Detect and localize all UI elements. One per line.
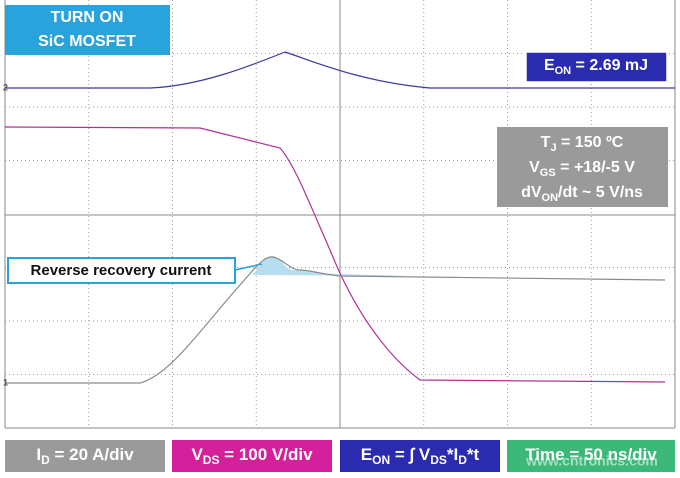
annotation-label: Reverse recovery current	[31, 262, 212, 279]
annotation-box	[7, 257, 236, 284]
current-trace	[5, 256, 666, 384]
footer-label: EON = ∫ VDS*ID*t	[361, 445, 480, 467]
subscript: GS	[540, 167, 556, 179]
subscript: DS	[203, 453, 220, 467]
text-part: E	[544, 57, 555, 74]
text-part: = 100 V/div	[219, 445, 313, 464]
subscript: D	[41, 453, 50, 467]
subscript: ON	[542, 192, 559, 204]
text-part: V	[529, 159, 540, 176]
condition-line: TJ = 150 ºC	[541, 134, 624, 154]
subscript: ON	[372, 453, 390, 467]
footer-label: ID = 20 A/div	[36, 445, 134, 467]
conditions-box	[497, 127, 668, 207]
footer-label: VDS = 100 V/div	[191, 445, 313, 467]
condition-line: VGS = +18/-5 V	[529, 159, 635, 179]
subscript: D	[458, 453, 467, 467]
text-part: = 20 A/div	[50, 445, 134, 464]
footer-box	[172, 440, 332, 472]
title-box	[5, 5, 170, 55]
text-part: = ∫ V	[390, 445, 431, 464]
text-part: *t	[467, 445, 480, 464]
energy-trace	[5, 51, 675, 89]
text-part: T	[541, 134, 551, 151]
footer-box	[507, 440, 675, 472]
text-part: Time = 50 ns/div	[525, 445, 657, 464]
energy-label: EON = 2.69 mJ	[544, 57, 648, 77]
footer-box	[340, 440, 500, 472]
voltage-trace	[4, 126, 666, 383]
text-part: = 150 ºC	[557, 134, 624, 151]
text-part: I	[36, 445, 41, 464]
title-line: SiC MOSFET	[38, 33, 136, 50]
channel-marker: 1	[3, 377, 8, 387]
scope-grid	[5, 0, 675, 428]
subscript: ON	[555, 65, 572, 77]
text-part: = 2.69 mJ	[571, 57, 648, 74]
text-part: /dt ~ 5 V/ns	[558, 184, 643, 201]
text-part: dV	[521, 184, 542, 201]
subscript: DS	[430, 453, 447, 467]
footer-label: Time = 50 ns/div	[525, 445, 657, 464]
condition-line: dVON/dt ~ 5 V/ns	[521, 184, 643, 204]
title-line: TURN ON	[51, 9, 124, 26]
text-part: = +18/-5 V	[556, 159, 635, 176]
footer-box	[5, 440, 165, 472]
recovery-area	[252, 256, 410, 276]
annotation-leader	[234, 263, 263, 271]
text-part: *I	[447, 445, 458, 464]
channel-marker: 2	[3, 82, 8, 92]
watermark: www.cntronics.com	[525, 453, 658, 469]
energy-box	[525, 51, 668, 83]
subscript: J	[550, 142, 556, 154]
text-part: V	[191, 445, 203, 464]
text-part: E	[361, 445, 372, 464]
